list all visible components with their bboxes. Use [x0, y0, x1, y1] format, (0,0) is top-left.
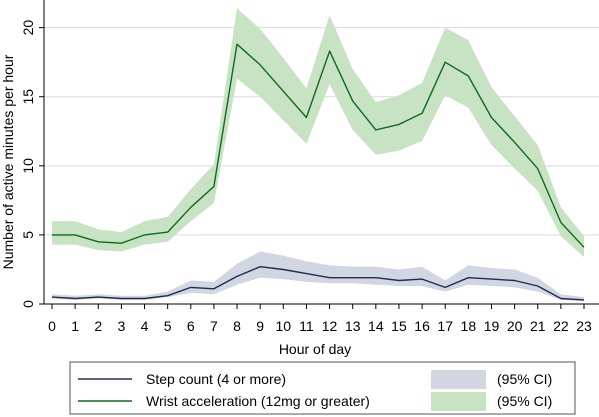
x-tick-label: 13	[345, 318, 361, 334]
x-ticks: 0 1 2 3 4 5 6 7 8 9 10 11 12 13 14 15 16 17 18 19 20 21 22 23	[48, 304, 592, 334]
series-lines	[51, 43, 585, 301]
x-tick-label: 17	[437, 318, 453, 334]
x-tick-label: 9	[256, 318, 264, 334]
x-tick-label: 1	[71, 318, 79, 334]
y-ticks: 0 5 10 15 20	[20, 20, 44, 308]
y-tick-label: 0	[20, 300, 36, 308]
x-tick-label: 21	[530, 318, 546, 334]
ci-band-series-1	[52, 8, 584, 257]
legend-step-ci-label: (95% CI)	[497, 371, 552, 387]
x-tick-label: 12	[322, 318, 338, 334]
x-tick-label: 0	[48, 318, 56, 334]
x-tick-label: 11	[299, 318, 314, 334]
legend-step-ci-swatch	[431, 370, 486, 389]
legend-wrist-label: Wrist acceleration (12mg or greater)	[146, 393, 370, 409]
x-tick-label: 6	[187, 318, 195, 334]
legend-step-label: Step count (4 or more)	[146, 371, 286, 387]
axes	[43, 0, 599, 305]
x-axis-label: Hour of day	[279, 341, 351, 357]
x-tick-label: 7	[210, 318, 218, 334]
line-series-0	[51, 266, 585, 301]
x-tick-label: 5	[164, 318, 172, 334]
y-tick-label: 5	[20, 231, 36, 239]
x-tick-label: 15	[391, 318, 407, 334]
x-tick-label: 23	[576, 318, 592, 334]
x-tick-label: 8	[233, 318, 241, 334]
x-tick-label: 16	[414, 318, 430, 334]
legend-wrist-ci-label: (95% CI)	[497, 393, 552, 409]
legend-box	[69, 361, 576, 415]
legend: Step count (4 or more) (95% CI) Wrist ac…	[69, 361, 576, 415]
x-tick-label: 14	[368, 318, 384, 334]
x-tick-label: 2	[94, 318, 102, 334]
x-tick-label: 18	[461, 318, 477, 334]
x-tick-label: 3	[117, 318, 125, 334]
x-tick-label: 10	[276, 318, 292, 334]
line-series-1	[52, 43, 585, 248]
y-tick-label: 15	[20, 89, 36, 105]
y-tick-label: 10	[20, 158, 36, 174]
legend-wrist-ci-swatch	[431, 392, 486, 411]
x-tick-label: 4	[141, 318, 149, 334]
confidence-bands	[52, 8, 584, 302]
x-tick-label: 20	[507, 318, 523, 334]
x-tick-label: 22	[553, 318, 569, 334]
x-tick-label: 19	[484, 318, 500, 334]
y-axis-label: Number of active minutes per hour	[0, 54, 16, 269]
y-tick-label: 20	[20, 20, 36, 36]
